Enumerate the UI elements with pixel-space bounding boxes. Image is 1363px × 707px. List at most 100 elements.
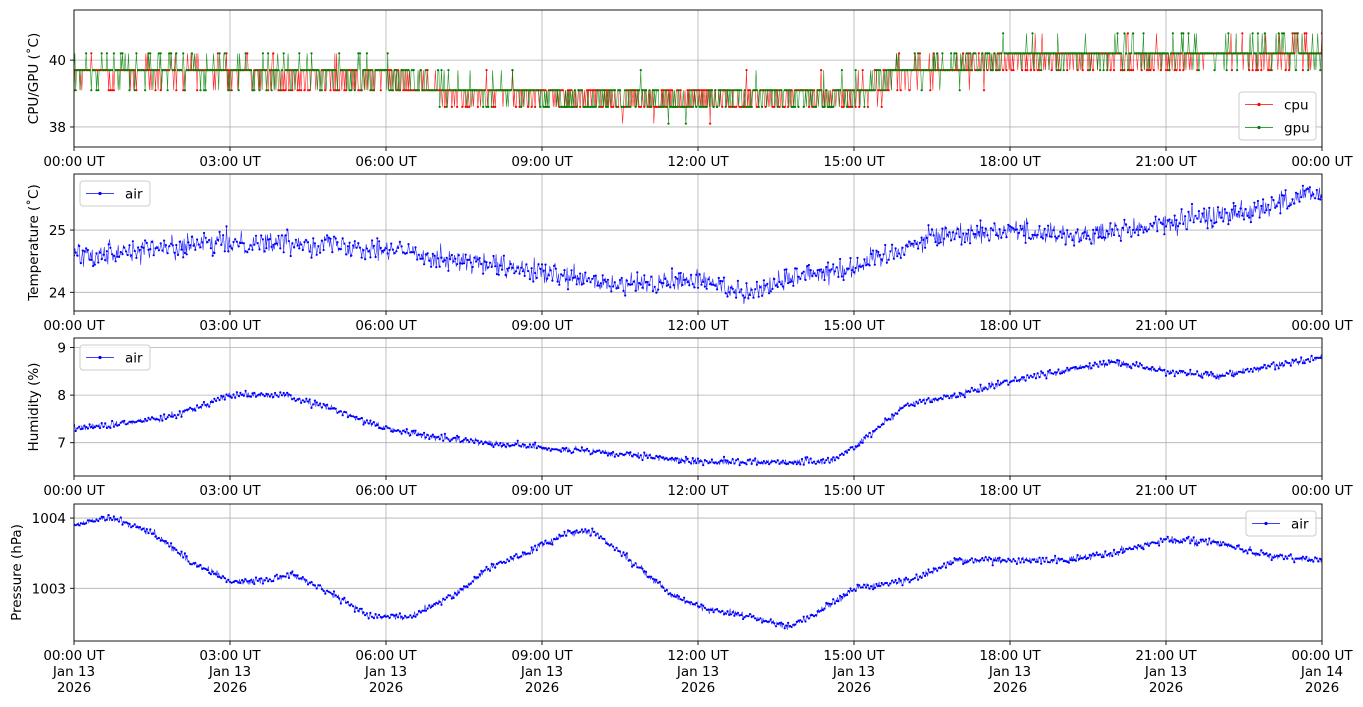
data-point — [1145, 230, 1148, 233]
data-point — [527, 105, 530, 108]
data-point — [622, 453, 625, 457]
data-point — [1073, 558, 1076, 562]
data-point — [1281, 554, 1284, 557]
data-point — [495, 562, 498, 566]
data-point — [554, 538, 558, 541]
data-point — [74, 524, 77, 527]
data-point — [993, 387, 996, 390]
data-point — [1008, 52, 1012, 55]
data-point — [787, 621, 790, 625]
data-point — [1260, 52, 1263, 55]
data-point — [1007, 223, 1010, 226]
grid — [73, 338, 1323, 476]
data-point — [1270, 362, 1273, 366]
data-point — [560, 89, 563, 92]
data-point — [211, 401, 214, 404]
data-point — [846, 593, 849, 597]
data-point — [164, 417, 167, 421]
data-point — [878, 425, 882, 429]
data-point — [1071, 239, 1074, 242]
data-point — [934, 240, 937, 244]
data-point — [688, 601, 691, 604]
data-point — [669, 105, 672, 108]
data-point — [277, 234, 280, 237]
data-point — [194, 69, 197, 72]
data-point — [859, 265, 863, 268]
data-point — [615, 287, 618, 290]
data-point — [820, 458, 823, 462]
data-point — [1296, 32, 1299, 35]
data-point — [1071, 366, 1074, 369]
data-point — [1057, 52, 1060, 55]
data-point — [1158, 367, 1161, 371]
data-point — [738, 105, 741, 108]
data-point — [920, 69, 923, 72]
data-point — [780, 621, 783, 624]
data-point — [131, 69, 134, 72]
data-point — [112, 515, 115, 518]
data-point — [877, 250, 880, 254]
data-point — [537, 263, 540, 266]
data-point — [1154, 542, 1157, 545]
data-point — [1142, 548, 1145, 551]
data-point — [320, 406, 323, 409]
data-point — [1142, 32, 1145, 35]
data-point — [384, 69, 388, 72]
data-point — [431, 252, 434, 255]
data-point — [442, 597, 445, 600]
data-point — [670, 456, 674, 459]
data-point — [677, 105, 681, 108]
data-point — [856, 89, 859, 92]
data-point — [100, 422, 103, 425]
data-point — [504, 89, 507, 92]
data-point — [922, 399, 925, 402]
data-point — [878, 89, 882, 92]
data-point — [376, 69, 379, 72]
data-point — [230, 247, 233, 250]
data-point — [878, 253, 882, 257]
data-point — [587, 449, 590, 453]
data-point — [280, 234, 284, 237]
series-points-air — [74, 184, 1322, 300]
data-point — [258, 248, 261, 251]
data-point — [402, 429, 405, 432]
data-point — [520, 555, 523, 558]
data-point — [665, 105, 668, 108]
data-point — [934, 567, 937, 570]
data-point — [1085, 557, 1088, 561]
data-point — [1095, 228, 1098, 232]
data-point — [506, 267, 509, 270]
data-point — [1288, 52, 1291, 55]
y-tick-label: 38 — [49, 120, 66, 136]
data-point — [272, 243, 275, 246]
data-point — [1123, 363, 1126, 366]
data-point — [898, 577, 901, 580]
data-point — [443, 598, 446, 601]
data-point — [655, 454, 658, 457]
data-point — [719, 611, 722, 614]
data-point — [1279, 212, 1282, 215]
data-point — [740, 288, 743, 291]
data-point — [1249, 221, 1252, 224]
data-point — [972, 561, 975, 564]
data-point — [852, 588, 856, 591]
data-point — [1119, 69, 1122, 72]
data-point — [326, 589, 329, 592]
data-point — [284, 575, 287, 578]
data-point — [646, 280, 649, 284]
data-point — [1062, 69, 1065, 72]
data-point — [464, 585, 467, 588]
data-point — [244, 52, 247, 55]
data-point — [721, 280, 724, 283]
data-point — [1265, 52, 1268, 55]
data-point — [1175, 219, 1178, 222]
data-point — [426, 252, 429, 255]
data-point — [360, 256, 363, 259]
data-point — [561, 446, 564, 450]
data-point — [249, 244, 252, 247]
data-point — [1000, 236, 1003, 239]
data-point — [1234, 373, 1237, 376]
data-point — [1064, 52, 1067, 55]
data-point — [442, 89, 445, 92]
data-point — [540, 446, 544, 450]
